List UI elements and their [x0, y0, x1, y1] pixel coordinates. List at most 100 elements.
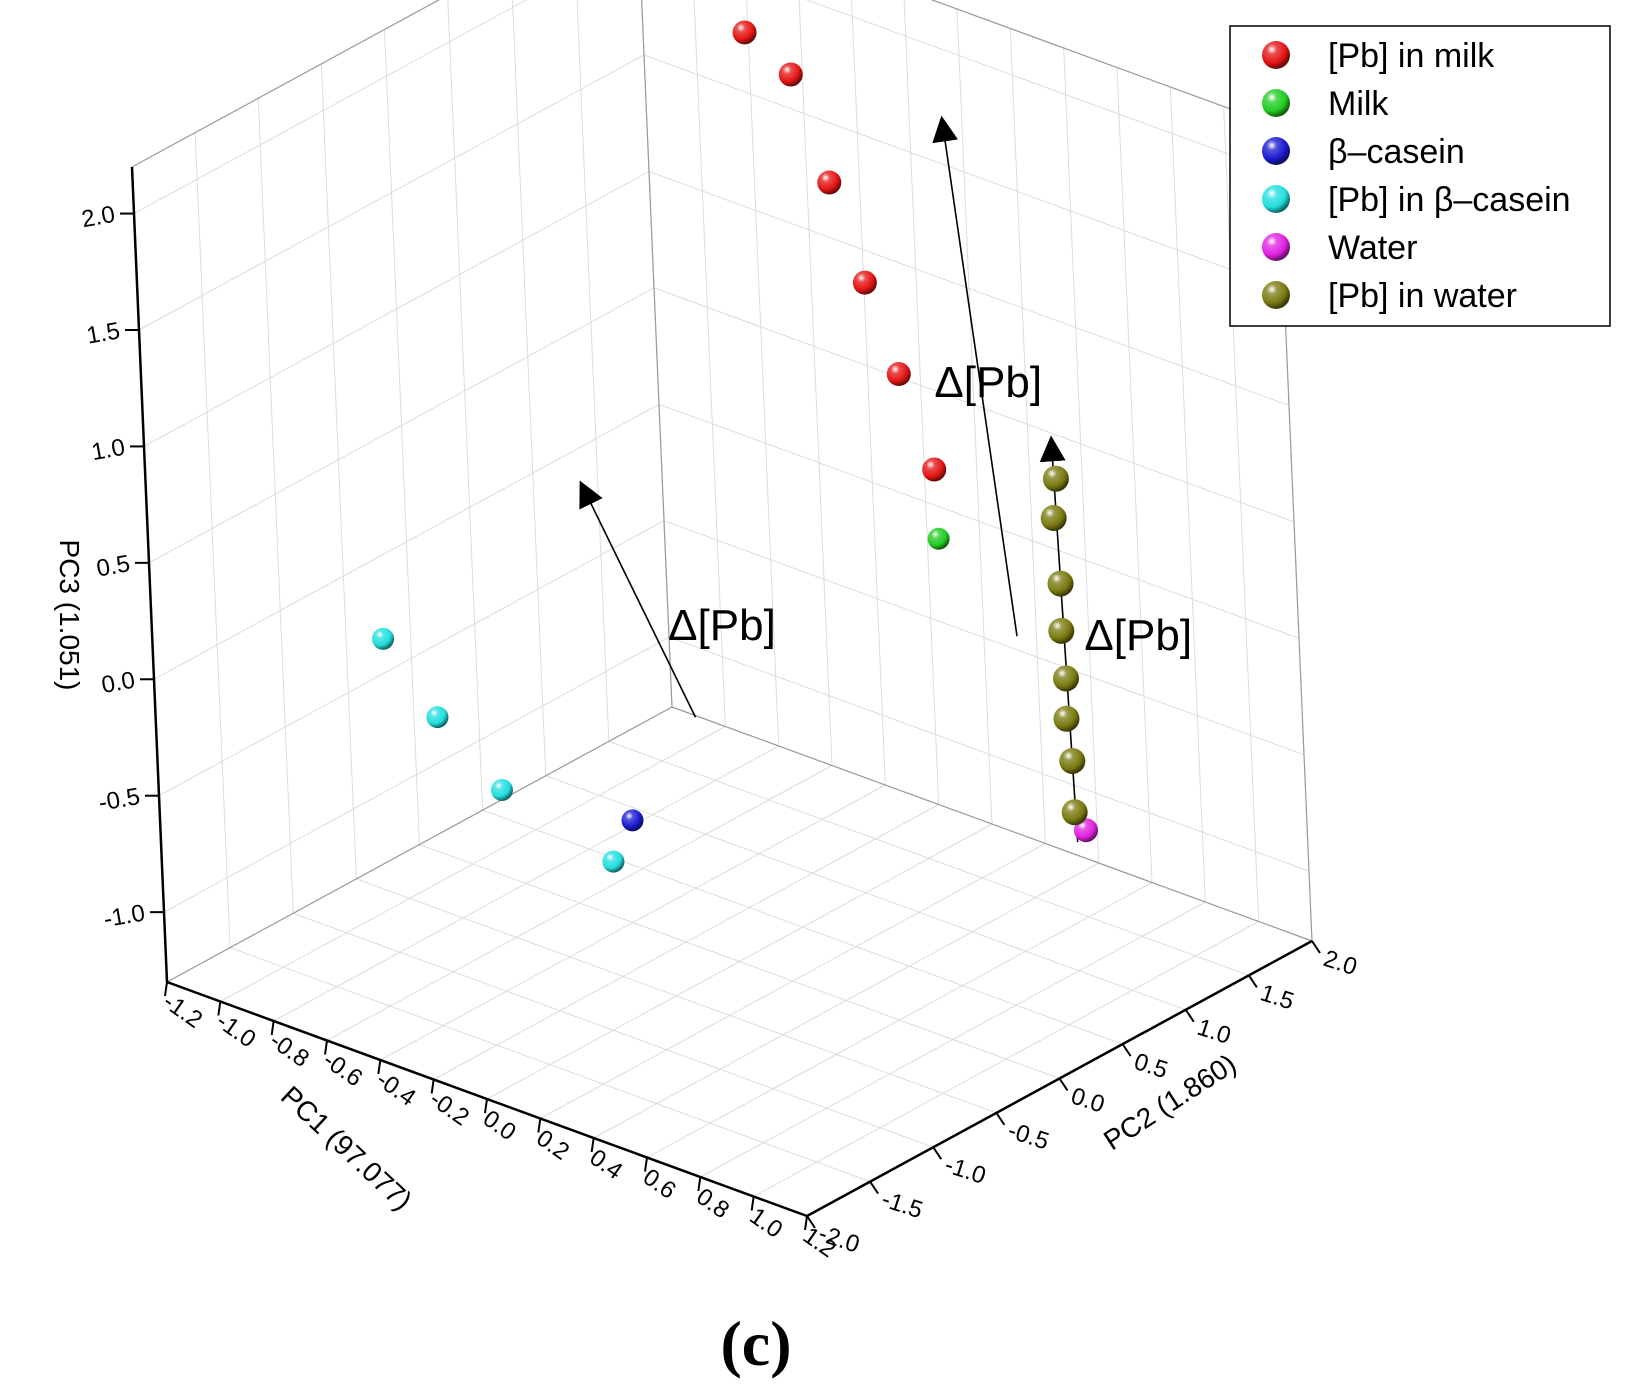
data-point	[1047, 570, 1074, 597]
legend-marker	[1262, 137, 1290, 165]
y-tick	[932, 1146, 943, 1160]
wall-grid-line	[138, 54, 645, 331]
floor-grid-line	[608, 740, 1250, 976]
z-tick-label: -0.5	[97, 783, 142, 817]
data-point	[922, 457, 947, 482]
wall-grid-line	[148, 287, 655, 564]
wall-grid-line	[1169, 86, 1206, 903]
y-tick-label: 1.5	[1257, 979, 1297, 1015]
wall-grid-line	[653, 287, 1295, 523]
wall-grid-line	[384, 29, 420, 845]
floor-grid-line	[419, 844, 1060, 1079]
data-point	[426, 706, 449, 729]
wall-grid-line	[576, 0, 610, 742]
data-point	[1053, 705, 1080, 732]
wall-grid-line	[798, 0, 833, 766]
wall-grid-line	[320, 63, 357, 879]
x-tick	[697, 1176, 702, 1192]
wall-grid-line	[511, 0, 547, 776]
legend-label: [Pb] in milk	[1328, 37, 1495, 75]
delta-pb-arrow	[932, 115, 1018, 637]
annotation-layer: Δ[Pb] Δ[Pb] Δ[Pb]	[579, 115, 1192, 843]
wall-grid-line	[153, 403, 660, 680]
y-tick-label: -1.5	[878, 1186, 926, 1224]
data-point	[732, 20, 757, 45]
data-point	[1073, 818, 1098, 843]
legend-marker	[1262, 281, 1290, 309]
wall-grid-line	[143, 170, 650, 447]
wall-grid-line	[903, 0, 940, 805]
z-tick-label: 0.5	[94, 550, 132, 582]
z-tick-label: 2.0	[79, 201, 117, 233]
x-tick	[324, 1040, 328, 1055]
wall-grid-line	[668, 636, 1310, 872]
z-tick-label: -1.0	[102, 899, 147, 933]
y-tick	[1121, 1043, 1132, 1057]
wall-grid-line	[1009, 28, 1046, 844]
legend-label: Water	[1328, 229, 1417, 267]
z-axis-title: PC3 (1.051)	[54, 540, 85, 691]
y-tick	[1184, 1009, 1195, 1023]
y-tick	[806, 1215, 816, 1229]
x-tick	[377, 1059, 382, 1075]
wall-grid-line	[257, 98, 294, 914]
delta-pb-arrow	[579, 480, 697, 718]
data-point	[621, 809, 644, 832]
data-point	[1053, 665, 1080, 692]
y-tick-label: 2.0	[1320, 945, 1360, 981]
wall-grid-line	[663, 520, 1305, 756]
wall-grid-line	[851, 0, 886, 786]
x-tick	[804, 1215, 808, 1231]
y-tick	[1311, 940, 1321, 954]
x-tick	[590, 1137, 595, 1153]
x-tick	[484, 1098, 488, 1114]
y-tick-label: 0.0	[1068, 1083, 1108, 1119]
legend-label: Milk	[1328, 85, 1389, 123]
y-tick	[869, 1181, 879, 1195]
x-tick	[644, 1157, 648, 1172]
floor-left-edge	[166, 706, 673, 983]
z-tick-label: 0.0	[99, 667, 137, 699]
y-tick	[1248, 974, 1258, 988]
y-axis-title: PC2 (1.860)	[1098, 1048, 1241, 1156]
z-axis-line	[130, 166, 169, 983]
data-point	[490, 778, 513, 801]
data-point	[817, 170, 842, 195]
wall-grid-line	[648, 170, 1290, 406]
left-wall-top-edge	[131, 0, 440, 168]
wall-grid-line	[693, 0, 726, 727]
data-point	[852, 270, 877, 295]
legend-marker	[1262, 41, 1290, 69]
x-tick	[164, 981, 168, 997]
x-tick	[537, 1118, 542, 1133]
wall-grid-line	[163, 636, 670, 913]
wall-grid-line	[447, 0, 484, 811]
y-tick-label: -0.5	[1005, 1117, 1053, 1155]
z-tick-label: 1.5	[84, 317, 122, 349]
data-point	[1059, 747, 1086, 774]
data-point	[602, 850, 625, 873]
delta-pb-label: Δ[Pb]	[934, 358, 1042, 407]
wall-grid-line	[1116, 67, 1153, 883]
legend-marker	[1262, 233, 1290, 261]
legend-marker	[1262, 185, 1290, 213]
data-point	[778, 62, 803, 87]
wall-grid-line	[1063, 47, 1100, 864]
legend-marker	[1262, 89, 1290, 117]
data-point	[372, 627, 395, 650]
wall-grid-line	[956, 8, 993, 825]
figure-caption: (c)	[720, 1308, 791, 1379]
floor-grid-line	[545, 775, 1186, 1011]
y-tick	[995, 1112, 1006, 1126]
x-tick	[430, 1079, 435, 1094]
legend: [Pb] in milk Milk β–casein [Pb] in β–casein…	[1229, 25, 1611, 327]
floor-back-edge	[671, 706, 1313, 942]
data-point	[1040, 505, 1067, 532]
floor-grid-line	[356, 878, 997, 1114]
x-tick	[750, 1196, 755, 1211]
y-tick-label: 1.0	[1194, 1014, 1234, 1050]
floor-grid-line	[229, 947, 871, 1183]
data-point	[886, 362, 911, 387]
wall-grid-line	[641, 0, 673, 708]
